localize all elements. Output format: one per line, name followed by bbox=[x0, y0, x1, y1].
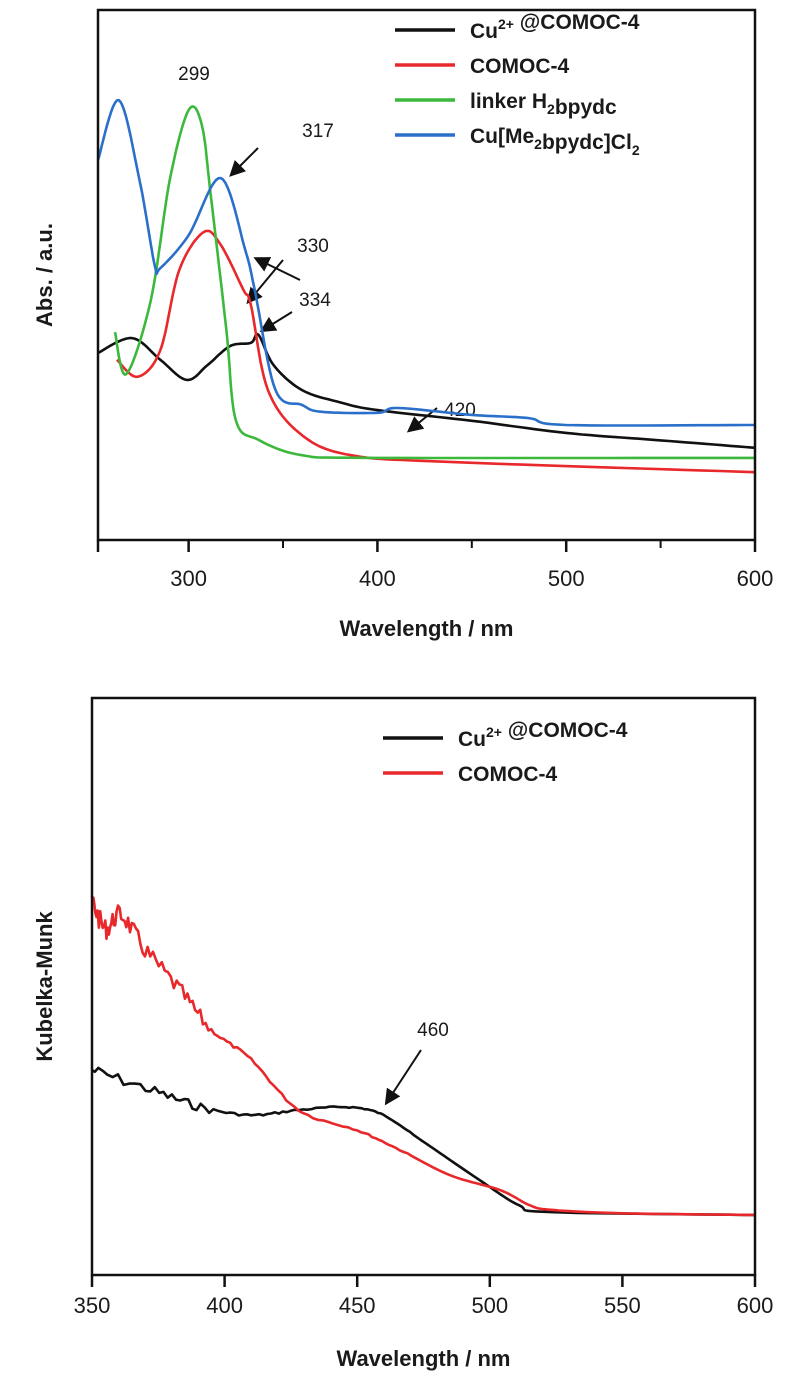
annotations-bottom: 460 bbox=[384, 1020, 449, 1106]
plot-frame bbox=[90, 696, 757, 1277]
arrow-330-red bbox=[246, 259, 284, 305]
x-axis-label: Wavelength / nm bbox=[337, 1346, 511, 1371]
legend-label-4: Cu[Me2bpydc]Cl2 bbox=[470, 125, 640, 158]
legend-label-1: Cu2+ @COMOC-4 bbox=[458, 719, 628, 751]
series-line-4 bbox=[96, 98, 755, 427]
x-tick-label: 500 bbox=[471, 1293, 508, 1318]
legend-label-3: linker H2bpydc bbox=[470, 90, 617, 119]
arrow-317 bbox=[229, 147, 259, 177]
x-tick-label: 350 bbox=[74, 1293, 111, 1318]
arrow-334 bbox=[259, 311, 293, 333]
x-tick-label: 500 bbox=[548, 566, 585, 591]
x-tick-label: 600 bbox=[737, 1293, 774, 1318]
annotation-460: 460 bbox=[417, 1020, 449, 1041]
y-axis-label: Kubelka-Munk bbox=[32, 911, 57, 1062]
x-tick-label: 450 bbox=[339, 1293, 376, 1318]
annotation-317: 317 bbox=[302, 121, 334, 142]
y-axis-label: Abs. / a.u. bbox=[32, 223, 57, 327]
series-line-3 bbox=[113, 105, 755, 460]
series-line-1 bbox=[97, 332, 756, 450]
chart-2: Cu2+ @COMOC-4 COMOC-4 350 400 450 500 550 600 Wa… bbox=[32, 696, 774, 1371]
arrow-460 bbox=[384, 1049, 422, 1106]
x-axis-label: Wavelength / nm bbox=[340, 616, 514, 641]
annotation-330: 330 bbox=[297, 236, 329, 257]
plot-frame bbox=[96, 8, 757, 542]
x-tick-label: 300 bbox=[170, 566, 207, 591]
series-line-1 bbox=[91, 1066, 756, 1217]
x-tick-label: 600 bbox=[737, 566, 774, 591]
series-line-2 bbox=[115, 229, 756, 474]
x-tick-label: 400 bbox=[359, 566, 396, 591]
chart-1: Cu2+ @COMOC-4 COMOC-4 linker H2bpydc Cu[Me2… bbox=[32, 8, 774, 641]
legend-label-2: COMOC-4 bbox=[470, 55, 569, 78]
legend-label-2: COMOC-4 bbox=[458, 763, 557, 786]
annotation-334: 334 bbox=[299, 290, 331, 311]
legend-label-1: Cu2+ @COMOC-4 bbox=[470, 11, 640, 43]
series-line-2 bbox=[90, 895, 756, 1217]
annotation-299: 299 bbox=[178, 64, 210, 85]
x-tick-label: 400 bbox=[206, 1293, 243, 1318]
x-tick-label: 550 bbox=[604, 1293, 641, 1318]
arrow-330-blue bbox=[253, 257, 301, 281]
